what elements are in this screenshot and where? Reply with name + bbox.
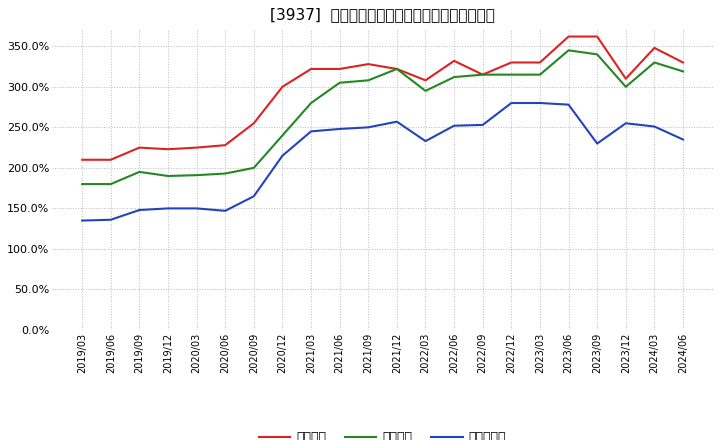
- 当座比率: [392, 66, 401, 72]
- 流動比率: [307, 66, 315, 72]
- 現預金比率: [250, 194, 258, 199]
- 当座比率: [650, 60, 659, 65]
- 流動比率: [221, 143, 230, 148]
- 流動比率: [278, 84, 287, 89]
- 当座比率: [564, 48, 573, 53]
- 当座比率: [278, 133, 287, 138]
- 現預金比率: [536, 100, 544, 106]
- 流動比率: [507, 60, 516, 65]
- 流動比率: [364, 62, 372, 67]
- 流動比率: [250, 121, 258, 126]
- 現預金比率: [135, 207, 144, 213]
- 流動比率: [536, 60, 544, 65]
- 現預金比率: [593, 141, 601, 146]
- 流動比率: [163, 147, 172, 152]
- 当座比率: [336, 80, 344, 85]
- 流動比率: [336, 66, 344, 72]
- 流動比率: [135, 145, 144, 150]
- 当座比率: [221, 171, 230, 176]
- 現預金比率: [679, 137, 688, 142]
- Title: [3937]  流動比率、当座比率、現預金比率の推移: [3937] 流動比率、当座比率、現預金比率の推移: [270, 7, 495, 22]
- Line: 現預金比率: 現預金比率: [82, 103, 683, 220]
- 現預金比率: [336, 126, 344, 132]
- 当座比率: [250, 165, 258, 171]
- 現預金比率: [421, 139, 430, 144]
- 現預金比率: [163, 206, 172, 211]
- 現預金比率: [507, 100, 516, 106]
- 現預金比率: [192, 206, 201, 211]
- 流動比率: [621, 76, 630, 81]
- 現預金比率: [278, 153, 287, 158]
- 当座比率: [507, 72, 516, 77]
- 当座比率: [450, 74, 459, 80]
- Legend: 流動比率, 当座比率, 現預金比率: 流動比率, 当座比率, 現預金比率: [254, 426, 511, 440]
- 当座比率: [478, 72, 487, 77]
- 現預金比率: [107, 217, 115, 222]
- 流動比率: [679, 60, 688, 65]
- 当座比率: [107, 181, 115, 187]
- 当座比率: [621, 84, 630, 89]
- 当座比率: [192, 172, 201, 178]
- 現預金比率: [478, 122, 487, 128]
- 流動比率: [478, 72, 487, 77]
- 当座比率: [135, 169, 144, 175]
- 現預金比率: [650, 124, 659, 129]
- 当座比率: [78, 181, 86, 187]
- 現預金比率: [364, 125, 372, 130]
- 流動比率: [450, 58, 459, 63]
- 流動比率: [107, 157, 115, 162]
- 現預金比率: [307, 129, 315, 134]
- 当座比率: [163, 173, 172, 179]
- 現預金比率: [392, 119, 401, 125]
- 現預金比率: [221, 208, 230, 213]
- 流動比率: [564, 34, 573, 39]
- 現預金比率: [564, 102, 573, 107]
- 流動比率: [421, 78, 430, 83]
- 当座比率: [421, 88, 430, 93]
- Line: 流動比率: 流動比率: [82, 37, 683, 160]
- 流動比率: [192, 145, 201, 150]
- 当座比率: [679, 69, 688, 74]
- 当座比率: [307, 100, 315, 106]
- 流動比率: [593, 34, 601, 39]
- 流動比率: [650, 45, 659, 51]
- 流動比率: [78, 157, 86, 162]
- Line: 当座比率: 当座比率: [82, 50, 683, 184]
- 当座比率: [536, 72, 544, 77]
- 現預金比率: [621, 121, 630, 126]
- 現預金比率: [78, 218, 86, 223]
- 当座比率: [364, 78, 372, 83]
- 流動比率: [392, 66, 401, 72]
- 当座比率: [593, 52, 601, 57]
- 現預金比率: [450, 123, 459, 128]
